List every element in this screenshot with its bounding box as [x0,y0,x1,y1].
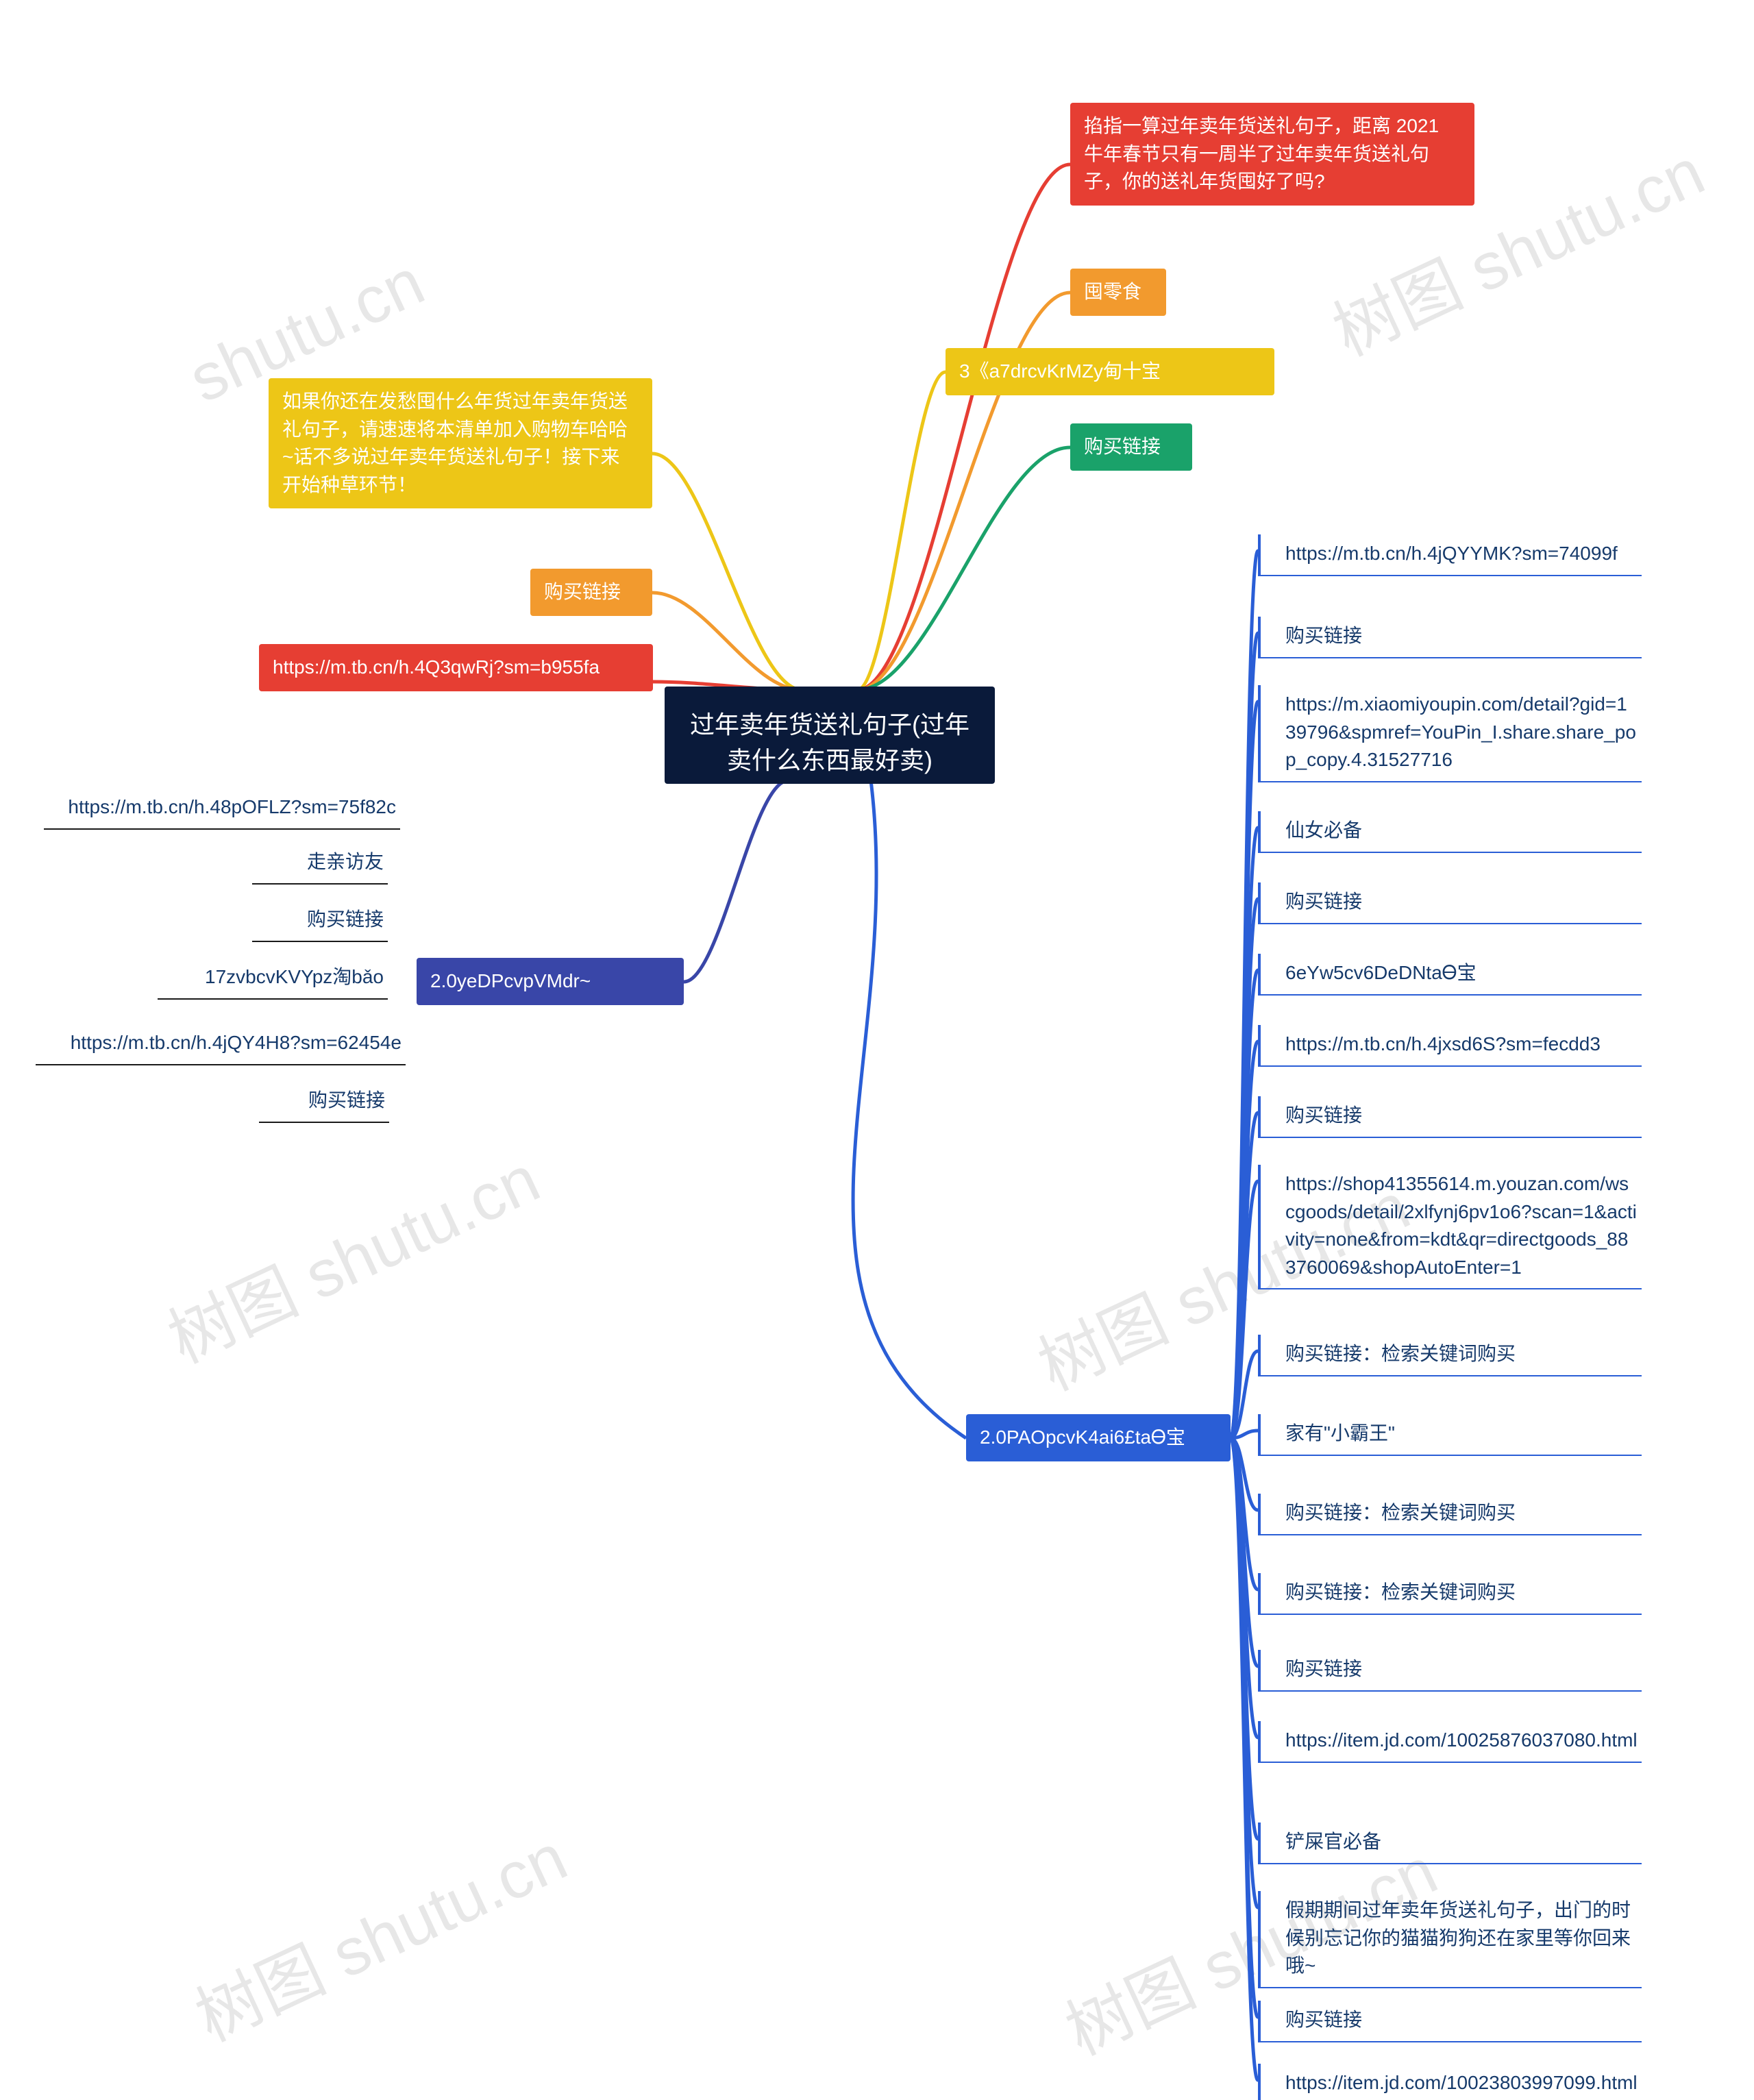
branch-node[interactable]: 囤零食 [1070,269,1166,316]
branch-node[interactable]: 购买链接 [530,569,652,616]
leaf-node[interactable]: 购买链接：检索关键词购买 [1258,1335,1642,1376]
branch-node[interactable]: 3《a7drcvKrMZy甸十宝 [946,348,1274,395]
branch-node[interactable]: 如果你还在发愁囤什么年货过年卖年货送礼句子，请速速将本清单加入购物车哈哈~话不多… [269,378,652,508]
leaf-node[interactable]: 购买链接：检索关键词购买 [1258,1494,1642,1535]
leaf-node[interactable]: 购买链接 [252,900,388,942]
leaf-node[interactable]: https://m.tb.cn/h.4jQY4H8?sm=62454e [36,1024,406,1065]
leaf-node[interactable]: https://m.xiaomiyoupin.com/detail?gid=13… [1258,685,1642,782]
leaf-node[interactable]: https://m.tb.cn/h.4jQYYMK?sm=74099f [1258,534,1642,576]
leaf-node[interactable]: 走亲访友 [252,843,388,885]
leaf-node[interactable]: https://m.tb.cn/h.48pOFLZ?sm=75f82c [44,788,400,830]
leaf-node[interactable]: 购买链接 [1258,2001,1642,2042]
watermark: 树图 shutu.cn [151,1126,552,1381]
leaf-node[interactable]: 铲屎官必备 [1258,1823,1642,1864]
leaf-node[interactable]: https://m.tb.cn/h.4jxsd6S?sm=fecdd3 [1258,1025,1642,1067]
watermark: 树图 shutu.cn [178,1805,580,2060]
leaf-node[interactable]: 假期期间过年卖年货送礼句子，出门的时候别忘记你的猫猫狗狗还在家里等你回来哦~ [1258,1891,1642,1988]
leaf-node[interactable]: 购买链接 [1258,882,1642,924]
root-node[interactable]: 过年卖年货送礼句子(过年卖什么东西最好卖) [665,687,995,784]
branch-node[interactable]: https://m.tb.cn/h.4Q3qwRj?sm=b955fa [259,644,653,691]
leaf-node[interactable]: 家有"小霸王" [1258,1414,1642,1456]
branch-hub-right[interactable]: 2.0PAOpcvK4ai6£taᎾ宝 [966,1414,1231,1461]
branch-hub-left[interactable]: 2.0yeDPcvpVMdr~ [417,958,684,1005]
leaf-node[interactable]: 购买链接 [1258,617,1642,658]
branch-node[interactable]: 掐指一算过年卖年货送礼句子，距离 2021 牛年春节只有一周半了过年卖年货送礼句… [1070,103,1474,206]
leaf-node[interactable]: 17zvbcvKVYpz淘bǎo [158,958,388,1000]
mindmap-canvas: 树图 shutu.cnshutu.cn树图 shutu.cn树图 shutu.c… [0,0,1754,2100]
leaf-node[interactable]: https://shop41355614.m.youzan.com/wscgoo… [1258,1165,1642,1289]
leaf-node[interactable]: 购买链接：检索关键词购买 [1258,1573,1642,1615]
leaf-node[interactable]: 仙女必备 [1258,811,1642,853]
leaf-node[interactable]: 购买链接 [259,1081,389,1123]
leaf-node[interactable]: 购买链接 [1258,1096,1642,1138]
branch-node[interactable]: 购买链接 [1070,423,1192,471]
leaf-node[interactable]: 6eYw5cv6DeDNtaᎾ宝 [1258,954,1642,996]
leaf-node[interactable]: https://item.jd.com/10023803997099.html [1258,2064,1642,2100]
leaf-node[interactable]: 购买链接 [1258,1650,1642,1692]
leaf-node[interactable]: https://item.jd.com/10025876037080.html [1258,1721,1642,1763]
